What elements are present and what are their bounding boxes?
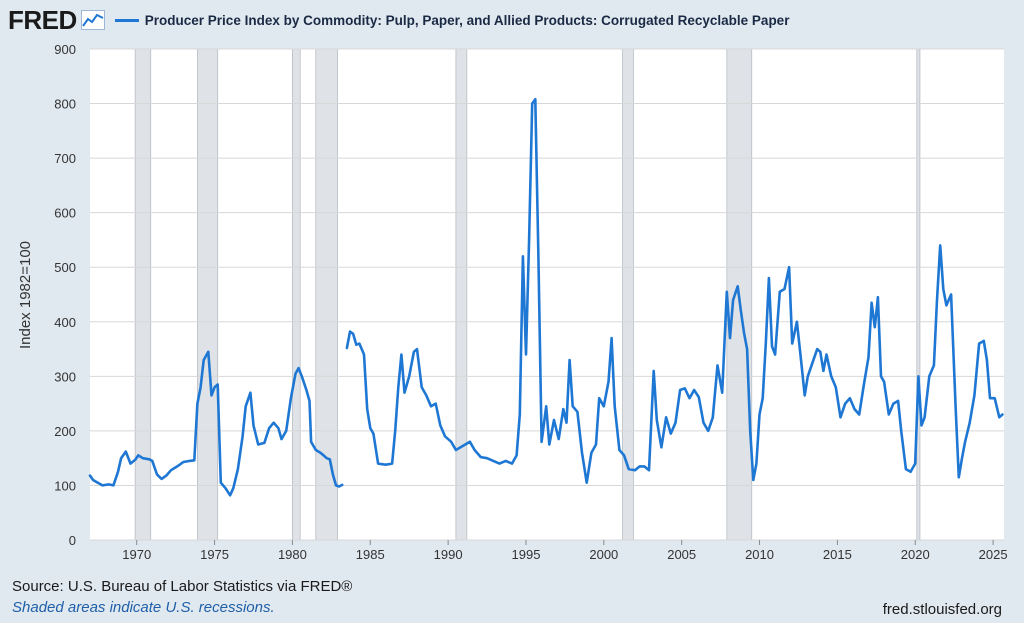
chart-title: Producer Price Index by Commodity: Pulp,… — [144, 12, 790, 28]
series-line-segment-1 — [88, 350, 344, 497]
y-tick-label: 800 — [54, 97, 76, 112]
x-tick-label: 1975 — [200, 547, 229, 562]
x-tick-label: 1990 — [434, 547, 463, 562]
y-tick-label: 100 — [54, 478, 76, 493]
y-tick-label: 400 — [54, 315, 76, 330]
recession-band-4 — [315, 48, 338, 541]
recession-band-8 — [916, 48, 921, 541]
y-tick-label: 900 — [54, 42, 76, 57]
source-note: Source: U.S. Bureau of Labor Statistics … — [12, 578, 353, 595]
x-tick-label: 2025 — [979, 547, 1008, 562]
recession-band-2 — [197, 48, 219, 541]
x-tick-label: 2000 — [589, 547, 618, 562]
y-tick-label: 600 — [54, 206, 76, 221]
series-line-segment-2 — [345, 97, 1004, 485]
x-tick-label: 1985 — [356, 547, 385, 562]
x-tick-label: 2015 — [823, 547, 852, 562]
chart-line-icon — [80, 10, 105, 30]
recession-band-1 — [134, 48, 152, 541]
legend-swatch — [114, 18, 139, 22]
x-tick-label: 2005 — [667, 547, 696, 562]
x-tick-label: 2010 — [745, 547, 774, 562]
x-tick-label: 1980 — [278, 547, 307, 562]
fred-logo[interactable]: FRED — [8, 4, 77, 35]
y-tick-label: 200 — [54, 424, 76, 439]
recession-note: Shaded areas indicate U.S. recessions. — [12, 599, 275, 616]
y-tick-label: 700 — [54, 151, 76, 166]
recession-band-3 — [292, 48, 301, 541]
chart-header: FRED Producer Price Index by Commodity: … — [8, 4, 790, 35]
recession-band-5 — [455, 48, 468, 541]
x-tick-label: 1970 — [122, 547, 151, 562]
x-tick-label: 2020 — [901, 547, 930, 562]
footer-notes: Source: U.S. Bureau of Labor Statistics … — [12, 578, 352, 616]
x-tick-label: 1995 — [512, 547, 541, 562]
y-tick-label: 0 — [69, 533, 76, 548]
y-tick-label: 300 — [54, 369, 76, 384]
site-url[interactable]: fred.stlouisfed.org — [882, 601, 1002, 618]
y-tick-label: 500 — [54, 260, 76, 275]
y-axis-label: Index 1982=100 — [17, 241, 34, 349]
plot-area — [90, 49, 1004, 540]
